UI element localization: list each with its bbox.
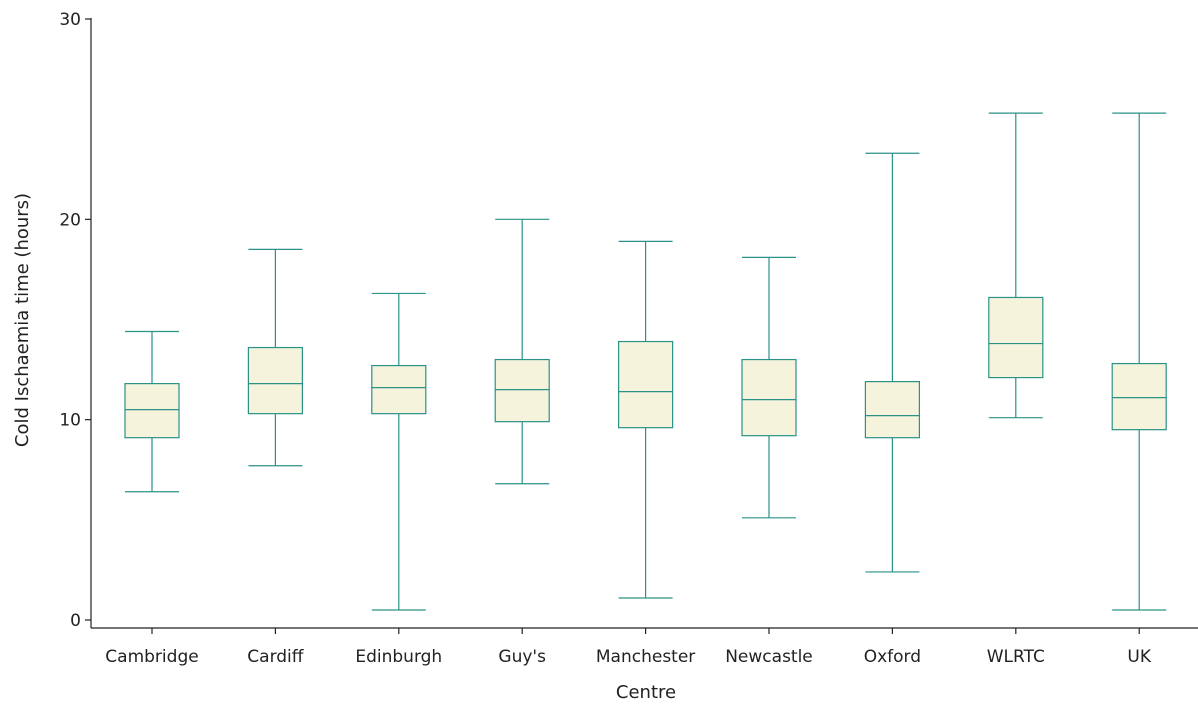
y-tick-label: 10 [59, 411, 81, 431]
box-7 [864, 152, 921, 573]
x-tick-label: Newcastle [725, 647, 813, 667]
iqr-box [988, 296, 1044, 379]
iqr-box [1111, 362, 1167, 431]
x-tick-label: Edinburgh [355, 647, 442, 667]
iqr-box [617, 340, 674, 429]
iqr-box [124, 383, 180, 439]
y-axis-title: Cold Ischaemia time (hours) [12, 193, 33, 447]
x-tick-label: Manchester [596, 647, 695, 667]
y-tick-label: 30 [59, 10, 81, 30]
x-tick-label: WLRTC [987, 647, 1045, 667]
iqr-box [494, 358, 550, 423]
box-4 [494, 218, 550, 485]
iqr-box [247, 346, 303, 415]
box-8 [988, 112, 1044, 419]
box-2 [247, 248, 303, 467]
box-9 [1111, 112, 1167, 611]
iqr-box [371, 364, 427, 415]
x-tick-label: Guy's [498, 647, 546, 667]
y-tick-label: 0 [70, 611, 81, 631]
box-3 [371, 292, 427, 611]
x-tick-label: Oxford [864, 647, 921, 667]
box-1 [124, 330, 180, 493]
iqr-box [864, 381, 921, 439]
box-5 [617, 240, 674, 599]
boxes-layer [124, 112, 1167, 611]
x-tick-label: Cardiff [247, 647, 304, 667]
x-ticks: Cambridge Cardiff Edinburgh Guy's Manchester… [105, 628, 1152, 667]
x-tick-label: UK [1127, 647, 1151, 667]
x-tick-label: Cambridge [105, 647, 198, 667]
box-6 [741, 256, 797, 519]
iqr-box [741, 358, 797, 437]
y-ticks: 0 10 20 30 [59, 10, 91, 631]
x-axis-title: Centre [616, 682, 676, 703]
y-tick-label: 20 [59, 210, 81, 230]
